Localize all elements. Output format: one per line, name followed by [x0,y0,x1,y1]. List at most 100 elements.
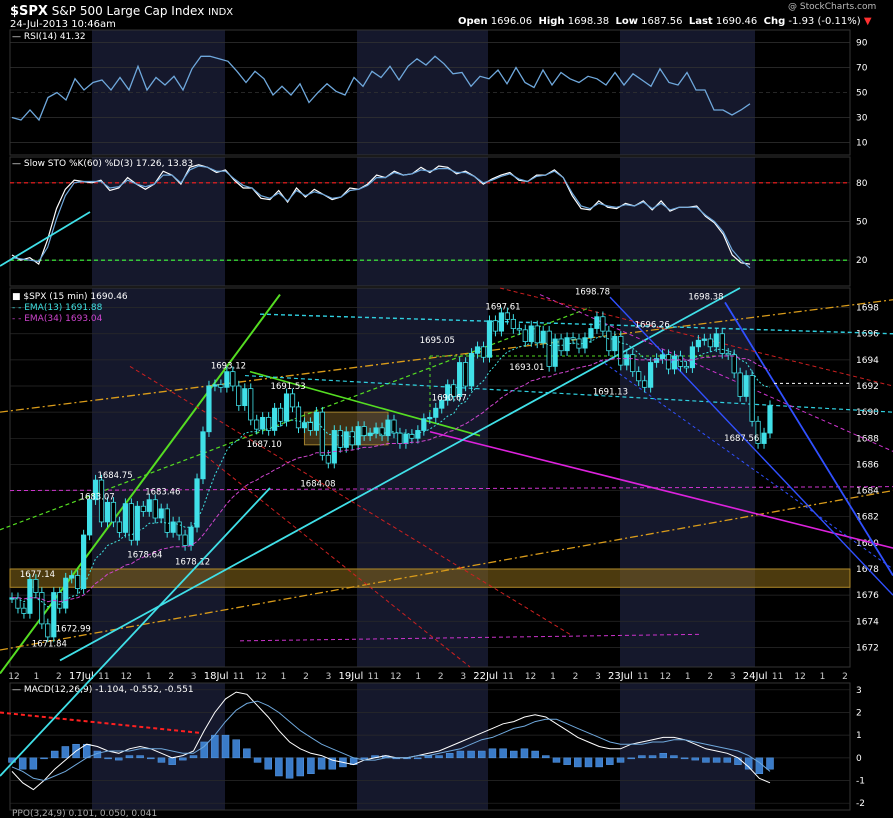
macd-histogram-bar [755,757,764,774]
macd-histogram-bar [477,750,486,759]
x-axis-label: 12 [525,672,536,682]
candle-body [277,407,284,422]
trend-line [724,301,893,576]
macd-legend: — MACD(12,26,9) -1.104, -0.552, -0.551 [12,685,194,695]
macd-histogram-bar [40,757,48,760]
macd-histogram-bar [125,755,134,759]
macd-histogram-bar [510,750,518,759]
price-annotation: 1683.07 [80,493,115,503]
price-annotation: 1683.46 [145,488,180,498]
x-axis-label: 3 [326,672,332,682]
ema34-legend: - - EMA(34) 1693.04 [12,314,103,324]
candle-body [707,338,713,348]
candle-body [731,354,737,374]
candle-body [63,577,69,609]
price-annotation: 1698.78 [575,287,610,297]
high-label: High [538,16,565,27]
macd-trend-line-cyan [0,487,271,777]
candle-body [671,355,678,370]
candle-body [439,399,445,409]
sto-trend-line [0,211,91,267]
candle-body [254,419,260,430]
x-axis-label: 11 [502,672,513,682]
macd-histogram-bar [520,748,529,759]
candle-body [224,371,230,388]
x-axis-label: 12 [794,672,805,682]
price-legend: ■ $SPX (15 min) 1690.46 [12,292,128,302]
rsi-line [11,55,751,122]
candle-body [307,422,314,431]
day-band [357,288,488,667]
x-axis-label: 22Jul [473,671,498,682]
macd-histogram-bar [275,757,283,777]
macd-histogram-bar [296,757,305,777]
candle-body [337,430,343,448]
x-axis-label: 12 [390,672,401,682]
candle-body [606,330,612,352]
candle-body [45,623,51,638]
trend-line [429,430,893,549]
rsi-tick-label: 50 [856,89,868,99]
price-annotation: 1687.56 [724,434,759,444]
low-value: 1687.56 [641,16,683,27]
panel-border [9,287,851,668]
candle-body [767,405,773,434]
candle-body [445,384,451,401]
candle-body [134,505,140,541]
macd-histogram-bar [445,753,454,759]
candle-body [86,499,93,536]
candle-body [319,411,325,456]
candle-body [689,346,696,369]
trend-line [0,293,281,675]
candle-body [624,354,630,366]
candle-body [236,385,242,407]
macd-histogram-bar [456,750,465,759]
candle-body [122,503,129,533]
x-axis-label: 1 [415,672,421,682]
x-axis-label: 12 [660,672,671,682]
candle-body [415,430,421,439]
x-axis-label: 3 [595,672,601,682]
x-axis-label: 1 [146,672,152,682]
candle-body [51,592,57,638]
price-tick-label: 1678 [856,565,879,575]
price-annotation: 1684.75 [97,471,132,481]
candle-body [128,503,134,541]
candle-body [665,354,672,370]
candle-body [325,454,331,464]
trend-line [0,299,893,413]
candle-body [104,501,111,523]
candle-body [69,575,75,579]
price-annotation: 1698.38 [688,293,723,303]
sto-tick-label: 50 [856,218,868,228]
macd-histogram-bar [18,757,27,770]
macd-histogram-bar [542,755,550,759]
macd-histogram-bar [435,755,443,759]
macd-tick-label: 0 [856,754,862,764]
candle-body [725,352,731,356]
macd-histogram-bar [734,757,742,765]
candle-body [457,362,463,397]
day-band [357,683,488,810]
macd-histogram-bar [531,750,539,759]
candle-body [534,325,540,344]
price-annotation: 1690.67 [432,393,467,403]
candle-body [283,393,290,422]
x-axis-label: 1 [820,672,826,682]
macd-signal-line [11,700,771,782]
candle-body [343,431,349,448]
candle-body [27,579,33,614]
symbol: $SPX [10,4,48,19]
candle-body [486,320,493,358]
price-tick-label: 1688 [856,434,879,444]
macd-histogram-bar [147,757,155,760]
x-axis-label: 3 [191,672,197,682]
candle-body [755,420,761,444]
price-annotation: 1671.84 [32,639,67,649]
candle-body [433,407,439,418]
rsi-tick-label: 10 [856,139,868,149]
price-tick-label: 1696 [856,330,879,340]
candle-body [749,375,755,422]
candle-body [200,431,206,480]
candle-body [92,479,99,501]
